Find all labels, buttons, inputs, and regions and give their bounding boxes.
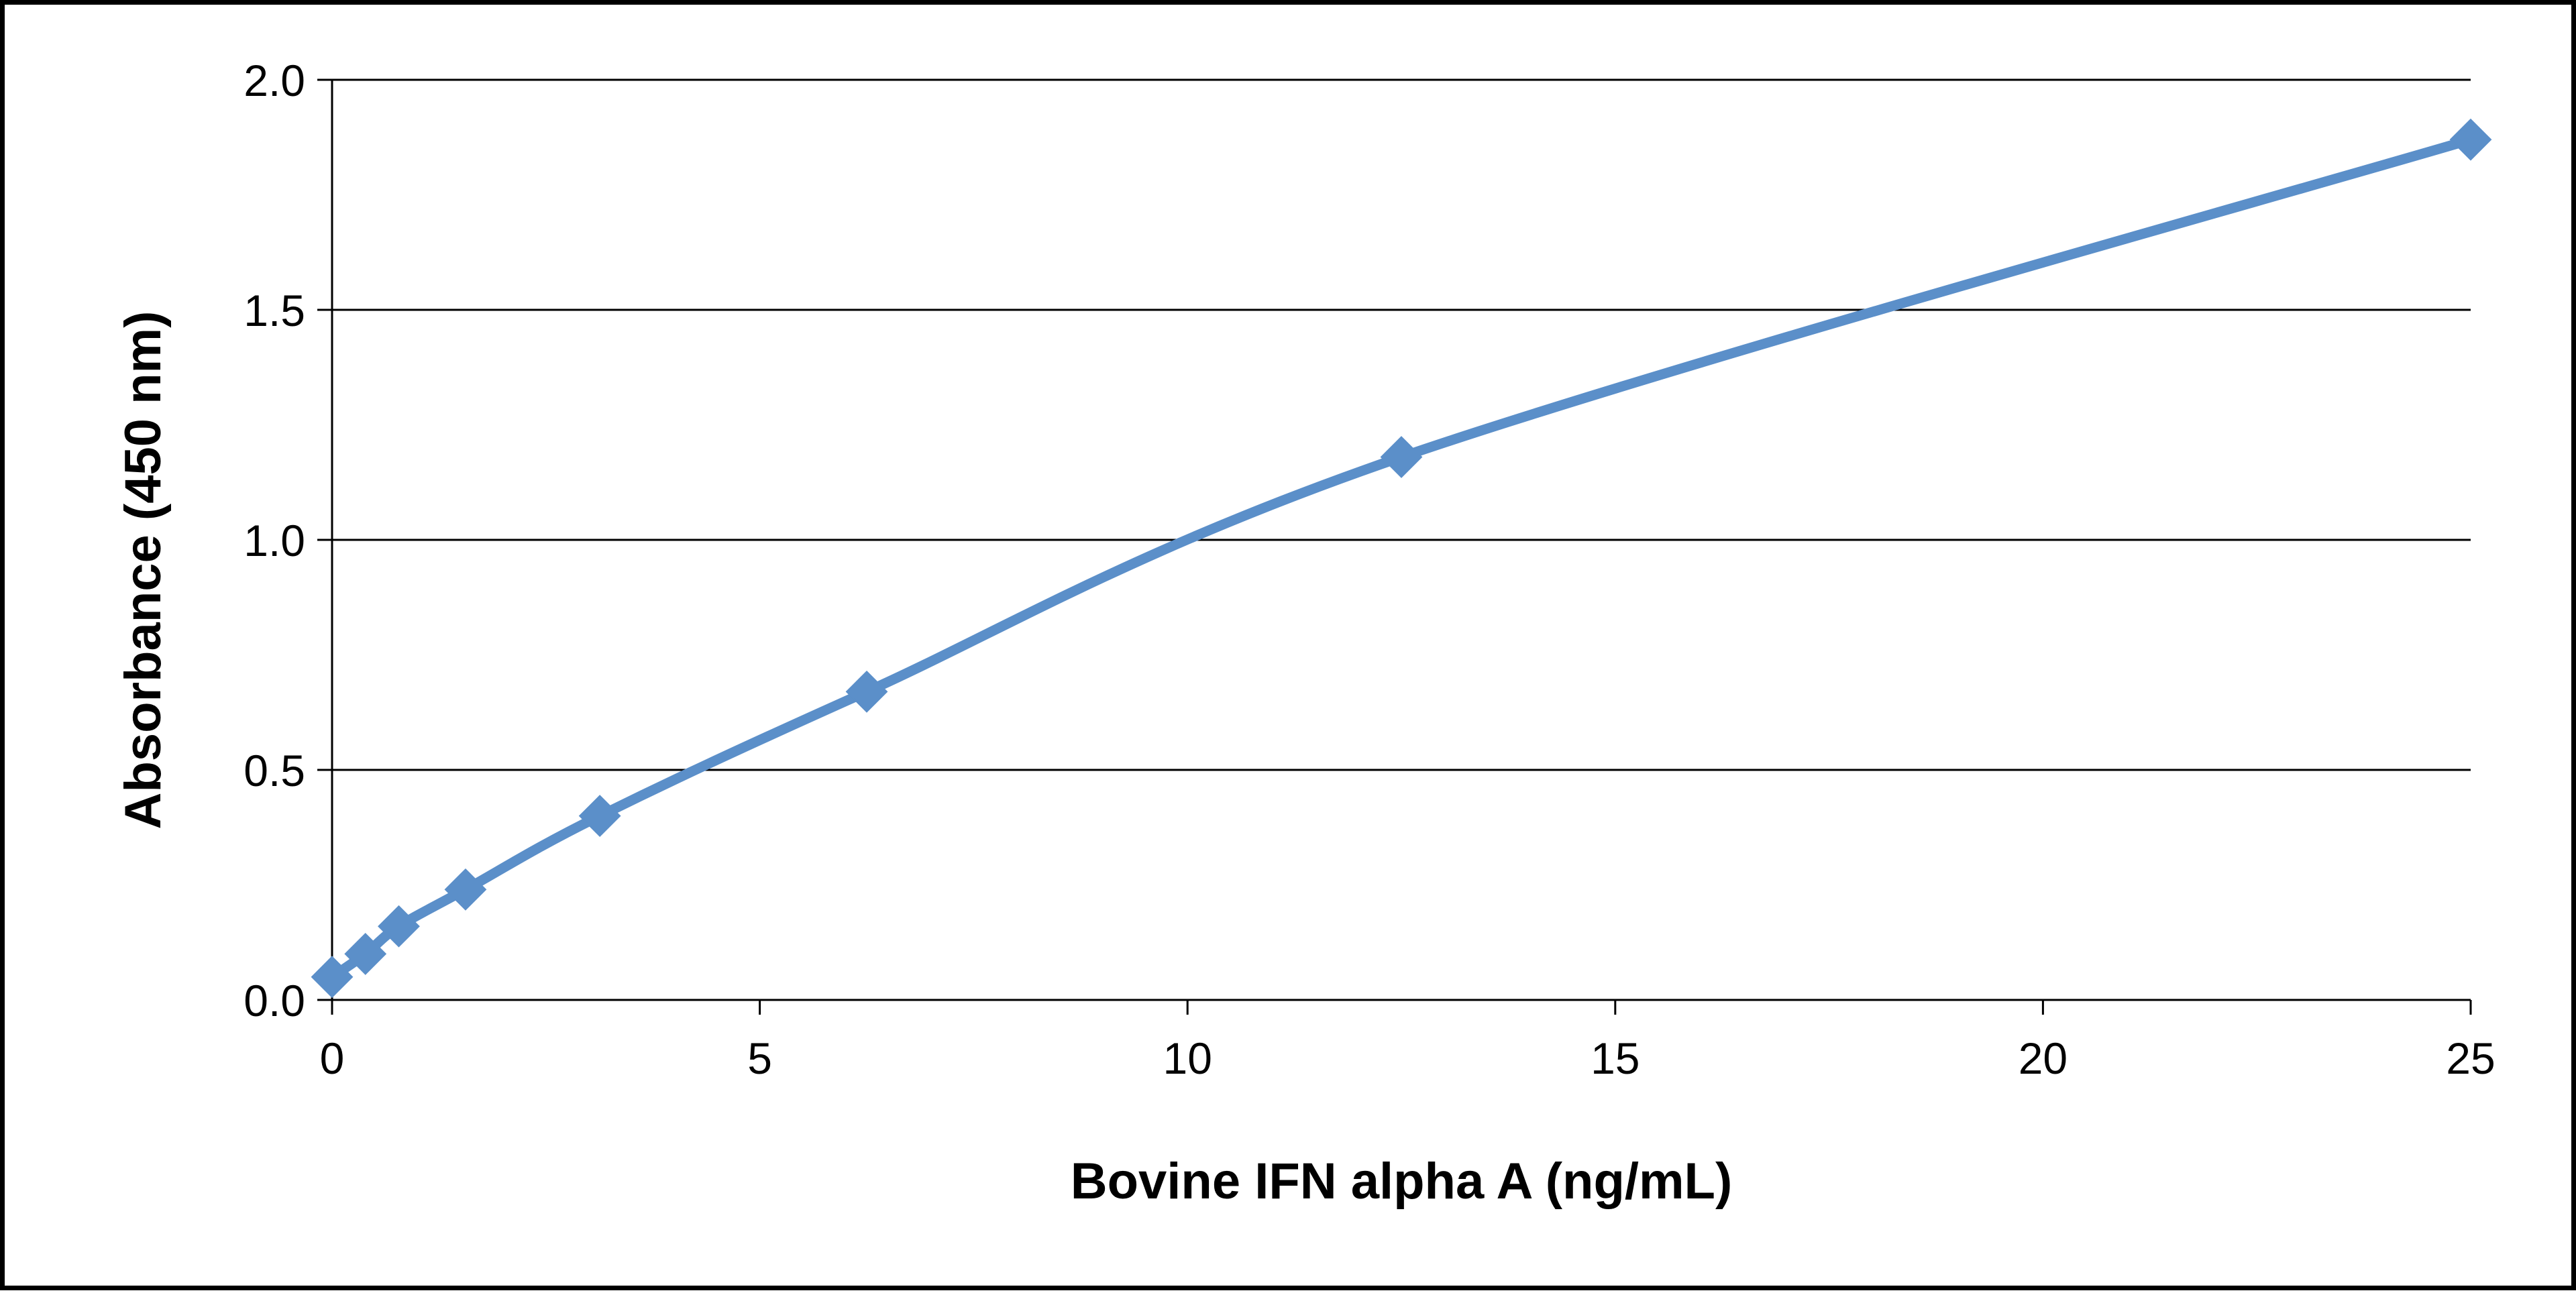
x-tick-label: 20 bbox=[2019, 1033, 2068, 1083]
x-axis-title: Bovine IFN alpha A (ng/mL) bbox=[1071, 1153, 1733, 1210]
data-point-marker bbox=[2449, 118, 2492, 161]
chart-svg: 0.0 0.5 1.0 1.5 2.0 0 5 10 15 20 25 Bovine IFN al… bbox=[115, 56, 2496, 1210]
data-point-marker bbox=[344, 932, 387, 975]
data-point-marker bbox=[444, 868, 487, 911]
y-tick-label: 2.0 bbox=[244, 56, 305, 105]
x-tick-labels: 0 5 10 15 20 25 bbox=[320, 1033, 2496, 1083]
data-point-marker bbox=[311, 956, 354, 999]
data-point-marker bbox=[578, 795, 621, 838]
data-point-marker bbox=[845, 670, 888, 713]
y-axis-title: Absorbance (450 nm) bbox=[115, 311, 172, 830]
y-tick-label: 1.5 bbox=[244, 286, 305, 335]
data-point-marker bbox=[1380, 436, 1423, 478]
y-tick-labels: 0.0 0.5 1.0 1.5 2.0 bbox=[244, 56, 305, 1025]
x-tick-label: 5 bbox=[747, 1033, 772, 1083]
series-line bbox=[327, 134, 2476, 982]
axes bbox=[317, 78, 2472, 1015]
x-tick-label: 10 bbox=[1163, 1033, 1212, 1083]
gridlines bbox=[332, 78, 2471, 771]
y-tick-label: 0.5 bbox=[244, 746, 305, 795]
x-tick-label: 15 bbox=[1591, 1033, 1640, 1083]
x-tick-label: 0 bbox=[320, 1033, 345, 1083]
y-tick-label: 0.0 bbox=[244, 976, 305, 1025]
data-point-marker bbox=[378, 905, 420, 948]
data-series bbox=[311, 118, 2492, 999]
x-tick-label: 25 bbox=[2446, 1033, 2495, 1083]
y-tick-label: 1.0 bbox=[244, 516, 305, 565]
